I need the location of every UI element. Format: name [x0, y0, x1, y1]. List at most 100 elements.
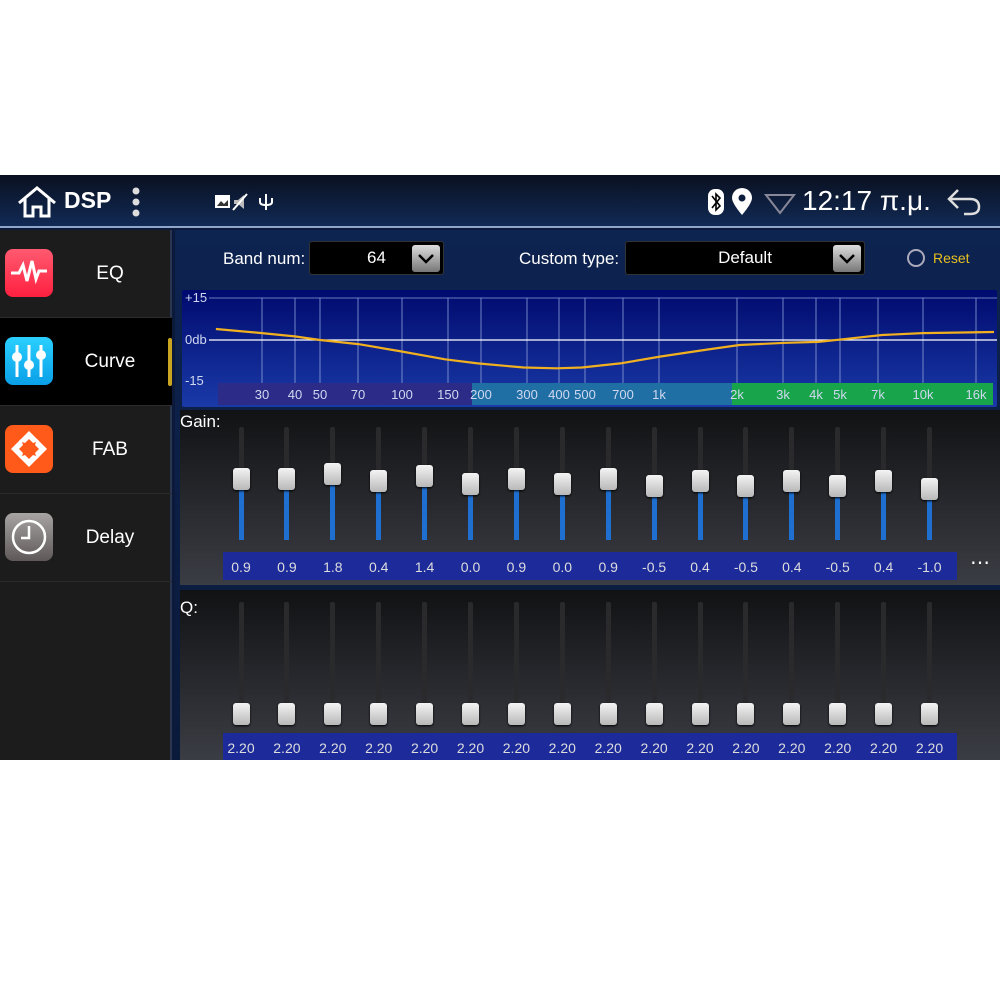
x-tick-label: 500 — [574, 387, 596, 402]
gain-value: 1.4 — [414, 559, 435, 575]
gain-slider-thumb[interactable] — [507, 467, 525, 490]
more-vert-icon[interactable] — [131, 187, 141, 219]
gain-slider-fill — [835, 486, 841, 540]
q-slider-track[interactable] — [330, 602, 336, 717]
more-icon[interactable]: ⋯ — [970, 552, 990, 574]
x-tick-label: 10k — [913, 387, 934, 402]
home-icon[interactable] — [16, 185, 58, 219]
q-slider-thumb[interactable] — [921, 702, 938, 725]
gain-slider-thumb[interactable] — [278, 467, 296, 490]
gain-slider-thumb[interactable] — [553, 472, 571, 495]
gain-slider-thumb[interactable] — [599, 467, 617, 490]
q-slider-thumb[interactable] — [783, 702, 801, 725]
custom-type-select[interactable]: Default — [625, 241, 865, 275]
q-slider-thumb[interactable] — [691, 702, 709, 725]
q-slider-thumb[interactable] — [324, 702, 342, 725]
q-value: 2.20 — [410, 740, 439, 756]
q-slider-track[interactable] — [881, 602, 887, 717]
q-value: 2.20 — [640, 740, 668, 756]
q-slider-track[interactable] — [789, 602, 795, 717]
band-num-select[interactable]: 64 — [309, 241, 444, 275]
clock: 12:17 π.μ. — [802, 185, 931, 216]
q-slider-thumb[interactable] — [507, 702, 525, 725]
y-tick-label: +15 — [185, 290, 207, 305]
eq-curve-svg: 30 40 50 70 100 150 200 300 400 500 700 1k 2k 3k 4k 5k 7… — [185, 290, 997, 405]
q-slider-track[interactable] — [927, 602, 932, 717]
q-slider-thumb[interactable] — [875, 702, 893, 725]
reset-label: Reset — [933, 250, 970, 266]
gain-slider-thumb[interactable] — [370, 470, 388, 493]
gain-slider-thumb[interactable] — [783, 470, 801, 493]
q-slider-track[interactable] — [697, 602, 703, 717]
eq-curve-line — [215, 327, 995, 370]
gain-slider-fill — [789, 481, 795, 540]
gain-slider-thumb[interactable] — [737, 475, 755, 498]
sidebar-item-curve[interactable]: Curve — [0, 318, 172, 406]
q-section: Q: — [180, 590, 1000, 760]
gain-slider-fill — [330, 474, 336, 540]
reset-button[interactable]: Reset — [907, 249, 970, 267]
clock-icon — [5, 513, 53, 561]
q-slider-thumb[interactable] — [462, 702, 479, 725]
q-slider-track[interactable] — [835, 602, 841, 717]
q-slider-track[interactable] — [422, 602, 428, 717]
q-slider-thumb[interactable] — [553, 702, 571, 725]
gain-value: 0.0 — [460, 559, 481, 575]
x-tick-label: 700 — [612, 387, 634, 402]
gain-slider-thumb[interactable] — [416, 465, 434, 488]
gain-slider-thumb[interactable] — [875, 470, 893, 493]
q-slider-track[interactable] — [743, 602, 749, 717]
gain-slider-thumb[interactable] — [921, 477, 938, 500]
x-tick-label: 200 — [470, 387, 492, 402]
sidebar-item-delay[interactable]: Delay — [0, 494, 172, 582]
q-slider-track[interactable] — [651, 602, 657, 717]
q-slider-track[interactable] — [376, 602, 382, 717]
sidebar-item-label: Delay — [85, 527, 135, 548]
x-tick-label: 300 — [516, 387, 538, 402]
back-icon[interactable] — [946, 187, 982, 217]
chevron-down-icon — [412, 245, 440, 272]
gain-slider-fill — [743, 486, 749, 540]
q-slider-thumb[interactable] — [737, 702, 755, 725]
x-tick-label: 7k — [871, 387, 885, 402]
q-slider-thumb[interactable] — [416, 702, 434, 725]
system-icons — [708, 188, 797, 215]
gain-slider-thumb[interactable] — [232, 467, 250, 490]
gain-slider-thumb[interactable] — [462, 472, 479, 495]
q-value: 2.20 — [548, 740, 576, 756]
gain-slider-thumb[interactable] — [829, 475, 847, 498]
sidebar-item-fab[interactable]: FAB — [0, 406, 172, 494]
sidebar-item-eq[interactable]: EQ — [0, 230, 172, 318]
q-slider-thumb[interactable] — [232, 702, 250, 725]
gain-slider-fill — [651, 486, 657, 540]
gain-slider-fill — [605, 478, 611, 540]
q-slider-track[interactable] — [513, 602, 519, 717]
q-slider-thumb[interactable] — [278, 702, 296, 725]
gain-value: 0.4 — [690, 559, 710, 575]
q-label: Q: — [180, 598, 198, 617]
q-slider-track[interactable] — [559, 602, 565, 717]
gain-slider-fill — [881, 481, 887, 540]
q-value: 2.20 — [686, 740, 714, 756]
dsp-app: DSP 12:17 π.μ. EQ Curve FAB Delay Band n… — [0, 175, 1000, 760]
q-slider-thumb[interactable] — [599, 702, 617, 725]
q-slider-track[interactable] — [284, 602, 290, 717]
gain-slider-fill — [697, 481, 703, 540]
gain-slider-fill — [422, 476, 428, 540]
q-value: 2.20 — [273, 740, 301, 756]
x-tick-label: 100 — [391, 387, 413, 402]
q-slider-thumb[interactable] — [370, 702, 388, 725]
q-slider-track[interactable] — [238, 602, 244, 717]
gain-slider-thumb[interactable] — [691, 470, 709, 493]
band-num-value: 64 — [367, 248, 386, 267]
q-slider-track[interactable] — [605, 602, 611, 717]
gain-slider-thumb[interactable] — [324, 463, 342, 486]
q-slider-thumb[interactable] — [829, 702, 847, 725]
x-tick-label: 5k — [833, 387, 847, 402]
gain-slider-thumb[interactable] — [645, 475, 663, 498]
q-slider-track[interactable] — [468, 602, 473, 717]
x-tick-label: 16k — [966, 387, 987, 402]
q-value: 2.20 — [778, 740, 806, 756]
gain-slider-fill — [927, 488, 932, 540]
q-slider-thumb[interactable] — [645, 702, 663, 725]
